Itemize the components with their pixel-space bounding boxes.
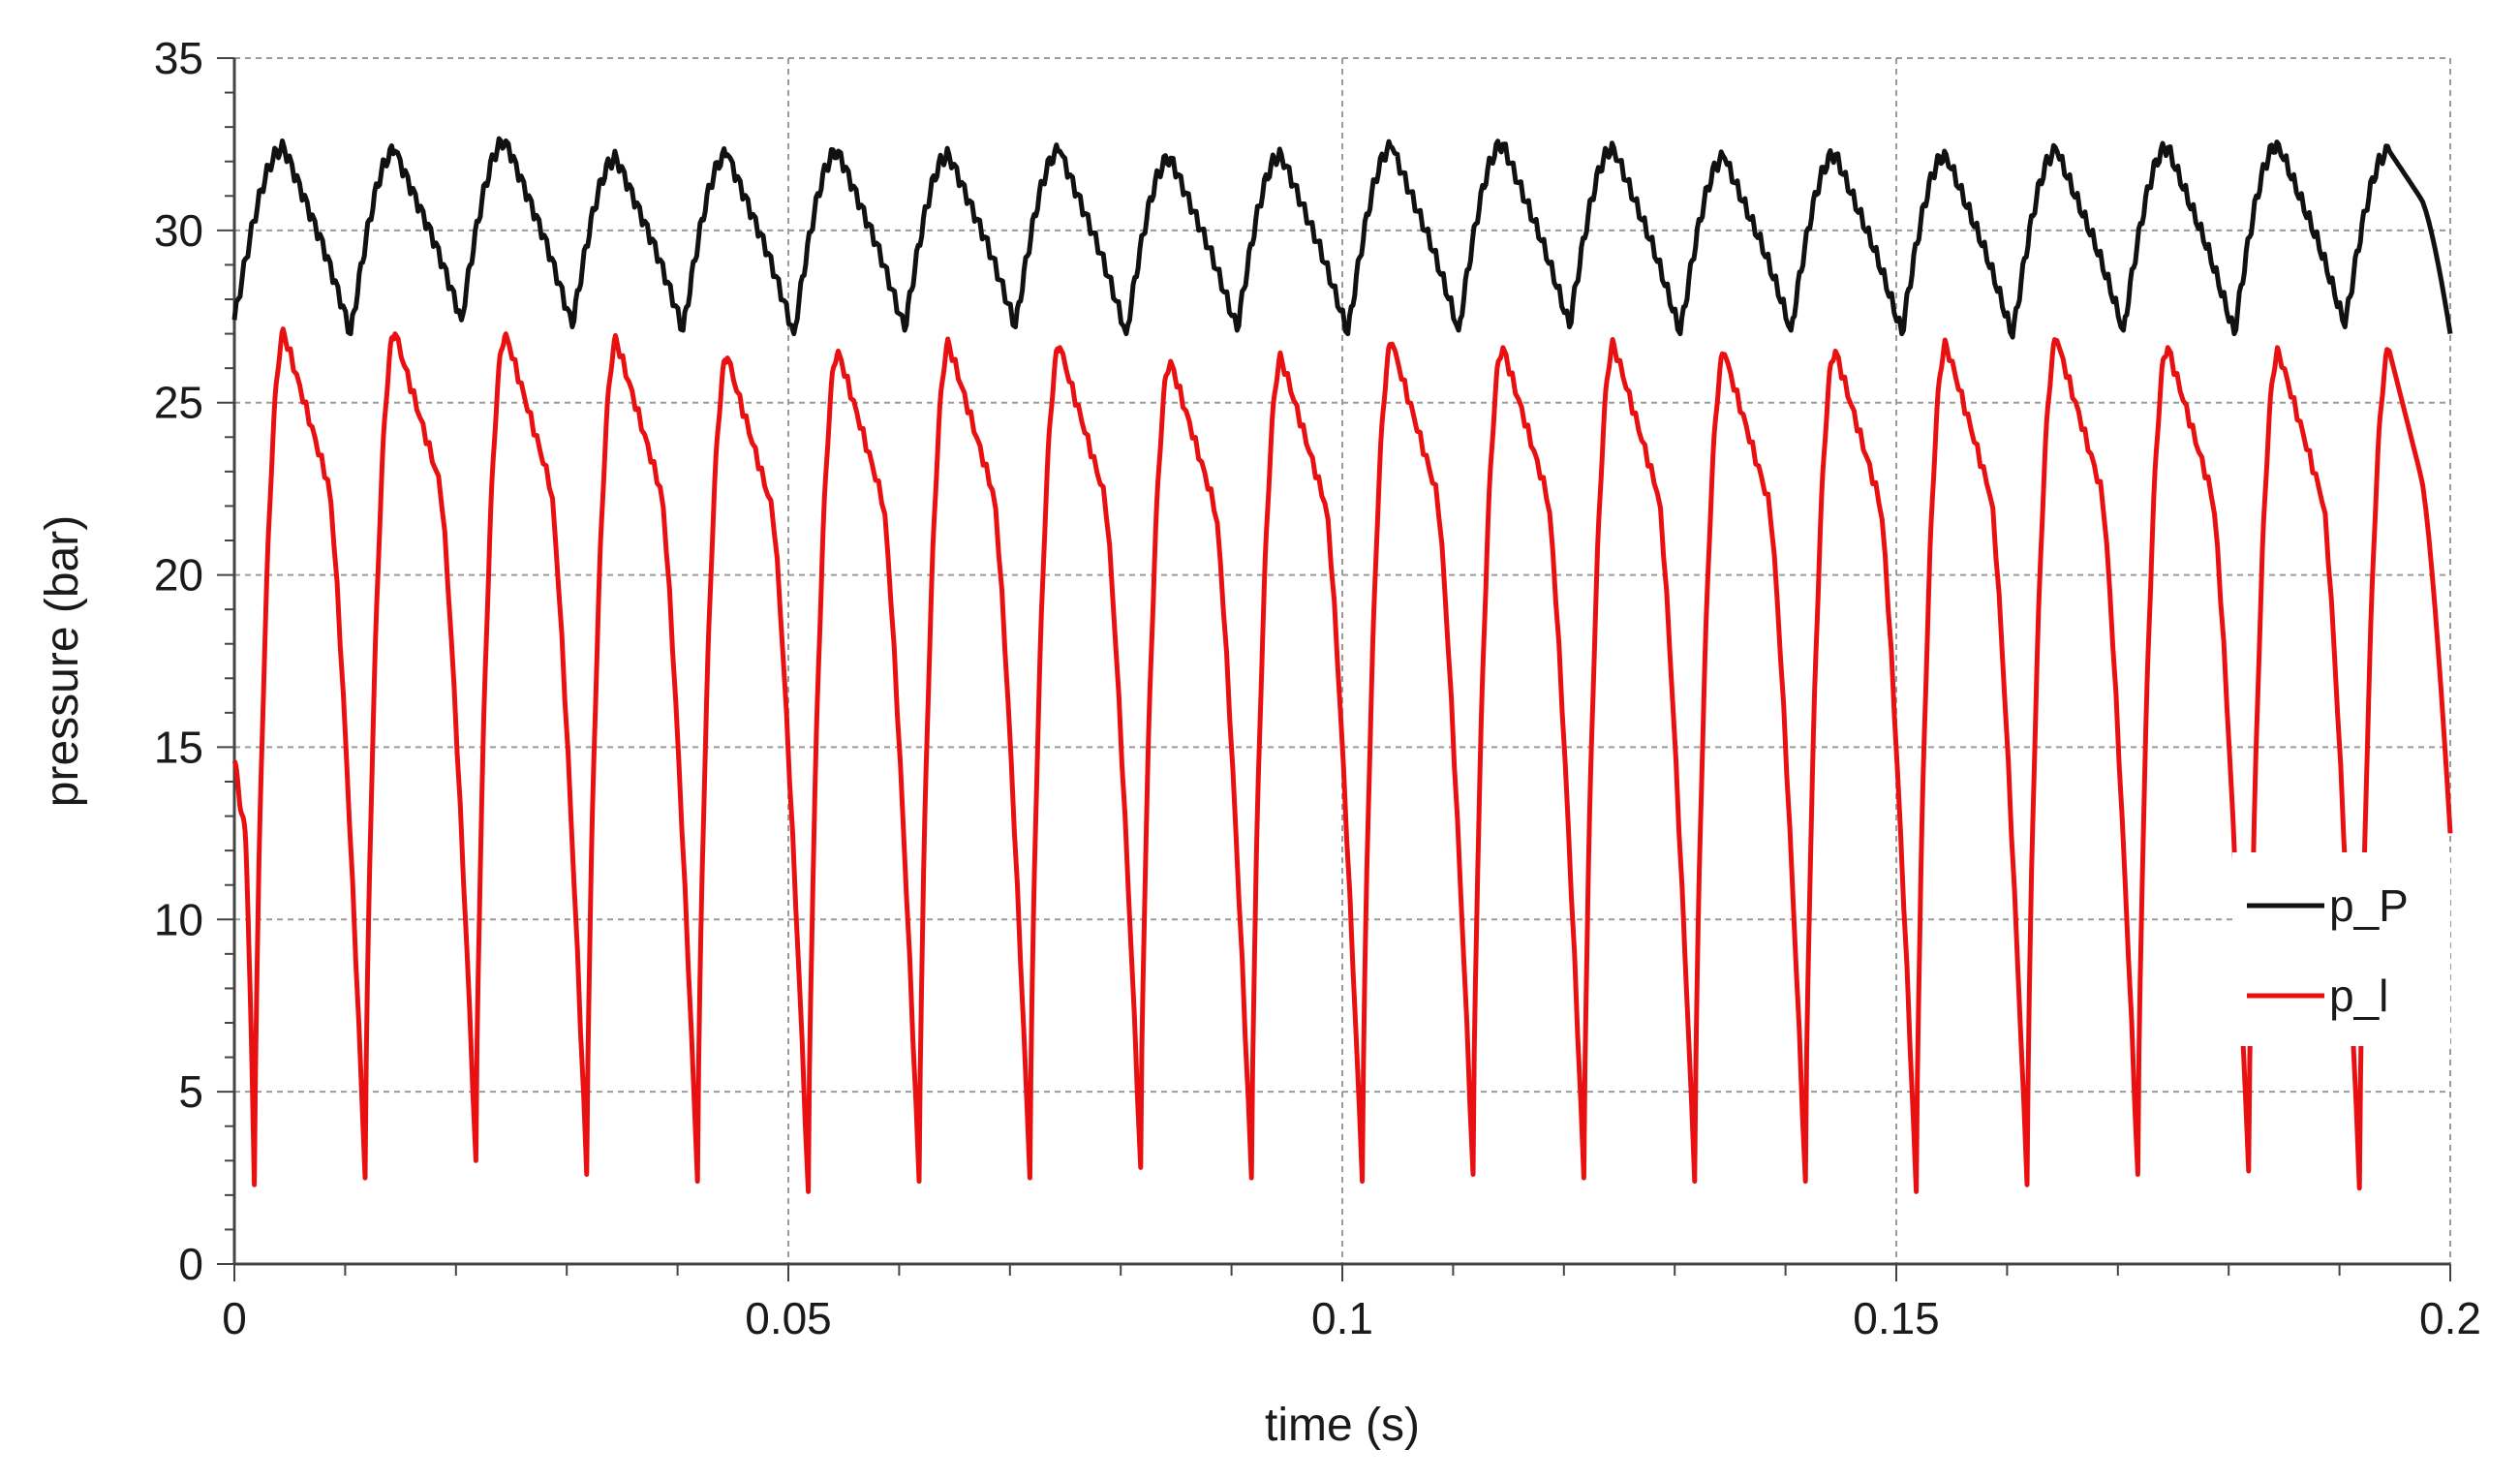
axes: 0 5 10 15 20 25 30 35 0 0.05 0.1 0.15 0.2 [154, 33, 2481, 1343]
x-tick-label: 0 [222, 1293, 247, 1343]
legend-label: p_P [2329, 880, 2409, 931]
y-axis-title: pressure (bar) [37, 515, 88, 807]
y-tick-label: 35 [154, 33, 203, 83]
y-tick-label: 5 [178, 1066, 203, 1117]
series-line-p-p [231, 136, 2453, 340]
x-axis-title: time (s) [1265, 1400, 1420, 1451]
y-tick-label: 20 [154, 550, 203, 601]
x-tick-label: 0.1 [1311, 1293, 1373, 1343]
y-tick-label: 15 [154, 722, 203, 772]
y-tick-label: 25 [154, 378, 203, 428]
legend-box [2232, 852, 2450, 1046]
x-tick-label: 0.05 [745, 1293, 832, 1343]
series-line-p-l [231, 326, 2453, 1194]
y-tick-label: 30 [154, 205, 203, 256]
x-tick-label: 0.2 [2419, 1293, 2481, 1343]
series-layer [231, 136, 2453, 1194]
legend: p_P p_l [2232, 852, 2450, 1046]
legend-label: p_l [2329, 971, 2388, 1021]
y-tick-label: 0 [178, 1239, 203, 1289]
y-tick-label: 10 [154, 894, 203, 944]
x-tick-label: 0.15 [1853, 1293, 1940, 1343]
